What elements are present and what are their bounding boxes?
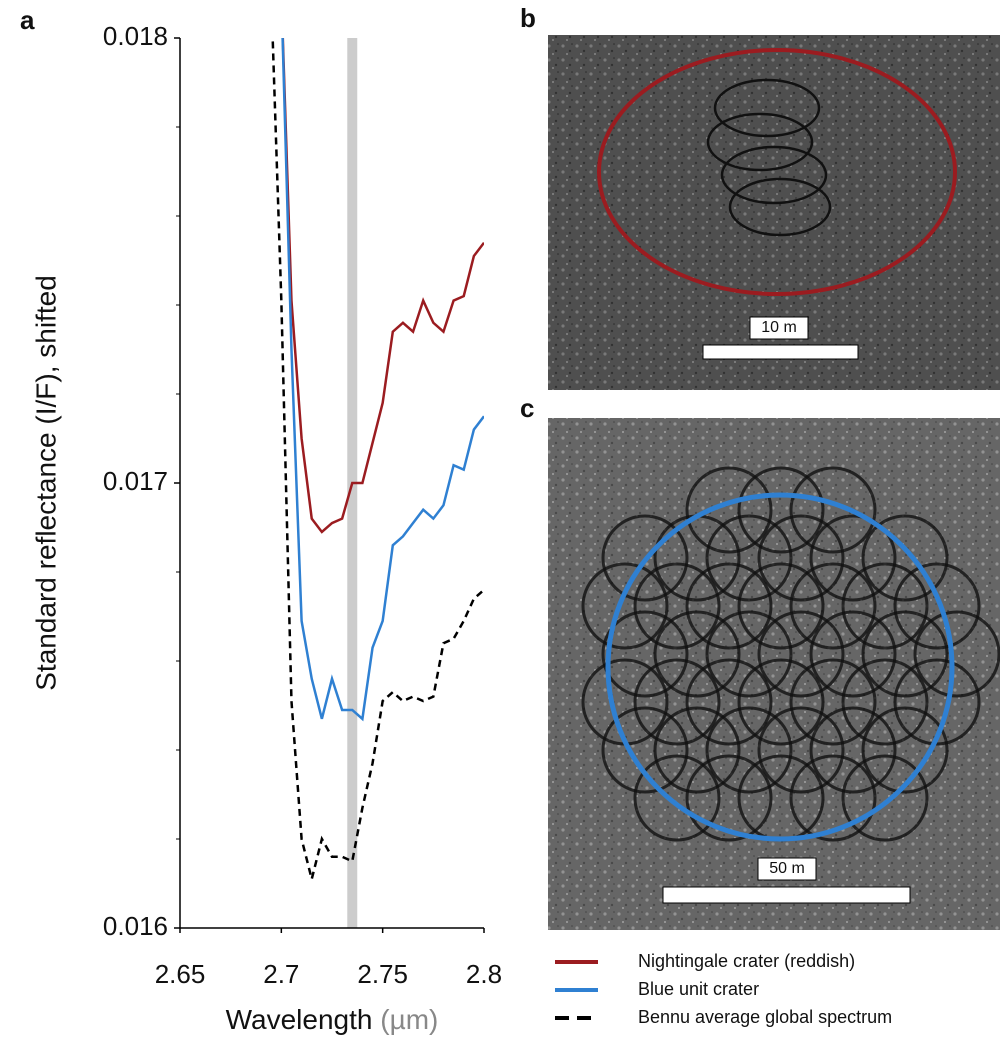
panel-label: c bbox=[520, 393, 534, 423]
image-c-overlay: 50 m bbox=[605, 492, 955, 904]
footprint bbox=[653, 610, 741, 698]
footprint bbox=[861, 706, 949, 794]
footprint bbox=[728, 177, 832, 237]
footprint bbox=[757, 706, 845, 794]
scale-label: 50 m bbox=[769, 860, 805, 877]
scale-label: 10 m bbox=[761, 319, 797, 336]
footprint bbox=[789, 466, 877, 554]
footprint bbox=[601, 706, 689, 794]
legend: Nightingale crater (reddish) Blue unit cr… bbox=[555, 951, 892, 1027]
x-tick-label: 2.75 bbox=[357, 959, 408, 989]
footprint bbox=[841, 754, 929, 842]
footprint bbox=[913, 610, 1000, 698]
footprint bbox=[633, 754, 721, 842]
legend-label: Blue unit crater bbox=[638, 979, 759, 999]
footprint bbox=[601, 514, 689, 602]
footprint bbox=[685, 466, 773, 554]
footprint bbox=[685, 754, 773, 842]
footprint bbox=[861, 514, 949, 602]
footprint bbox=[706, 112, 814, 172]
scale-bar bbox=[662, 886, 911, 904]
footprint bbox=[705, 610, 793, 698]
spectrum-line bbox=[281, 38, 484, 534]
x-tick-label: 2.7 bbox=[263, 959, 299, 989]
footprint bbox=[653, 706, 741, 794]
footprint bbox=[685, 562, 773, 650]
footprint bbox=[809, 610, 897, 698]
x-axis-label: Wavelength (µm) bbox=[226, 1004, 439, 1035]
crater-outline bbox=[597, 48, 957, 296]
scale-label-box bbox=[749, 316, 809, 340]
y-tick-label: 0.017 bbox=[103, 466, 168, 496]
x-tick-label: 2.65 bbox=[155, 959, 206, 989]
spectrum-line bbox=[281, 38, 484, 722]
footprint bbox=[861, 610, 949, 698]
footprint bbox=[601, 610, 689, 698]
footprint bbox=[633, 562, 721, 650]
footprint bbox=[809, 514, 897, 602]
footprint bbox=[705, 706, 793, 794]
footprint bbox=[705, 514, 793, 602]
panel-label: a bbox=[20, 5, 35, 35]
footprint bbox=[893, 562, 981, 650]
footprint bbox=[737, 466, 825, 554]
footprint bbox=[789, 658, 877, 746]
legend-label: Nightingale crater (reddish) bbox=[638, 951, 855, 971]
surface-image bbox=[548, 418, 1000, 930]
footprint bbox=[633, 658, 721, 746]
footprint bbox=[893, 658, 981, 746]
footprint bbox=[737, 562, 825, 650]
footprint bbox=[713, 78, 821, 138]
footprint bbox=[581, 562, 669, 650]
y-tick-label: 0.016 bbox=[103, 911, 168, 941]
footprint bbox=[757, 610, 845, 698]
x-tick-label: 2.8 bbox=[466, 959, 502, 989]
footprint bbox=[841, 562, 929, 650]
footprint bbox=[685, 658, 773, 746]
image-c bbox=[548, 418, 1000, 930]
spectrum-line bbox=[271, 38, 484, 880]
panel-label: b bbox=[520, 3, 536, 33]
y-tick-label: 0.018 bbox=[103, 21, 168, 51]
footprint bbox=[757, 514, 845, 602]
footprint bbox=[841, 658, 929, 746]
shade bbox=[548, 418, 1000, 930]
image-b: 10 m bbox=[548, 35, 1000, 390]
scale-bar bbox=[702, 344, 859, 360]
footprint bbox=[737, 658, 825, 746]
crater-outline bbox=[605, 492, 955, 842]
y-axis-label: Standard reflectance (I/F), shifted bbox=[30, 275, 61, 691]
footprint bbox=[809, 706, 897, 794]
footprint bbox=[720, 145, 828, 205]
plot-area: 0.016 0.017 0.018 2.65 2.7 2.75 2.8 bbox=[103, 21, 502, 989]
footprint bbox=[789, 754, 877, 842]
legend-label: Bennu average global spectrum bbox=[638, 1007, 892, 1027]
scale-label-box bbox=[757, 857, 817, 881]
footprint bbox=[789, 562, 877, 650]
x-label-unit: (µm) bbox=[380, 1004, 438, 1035]
x-label-text: Wavelength bbox=[226, 1004, 373, 1035]
